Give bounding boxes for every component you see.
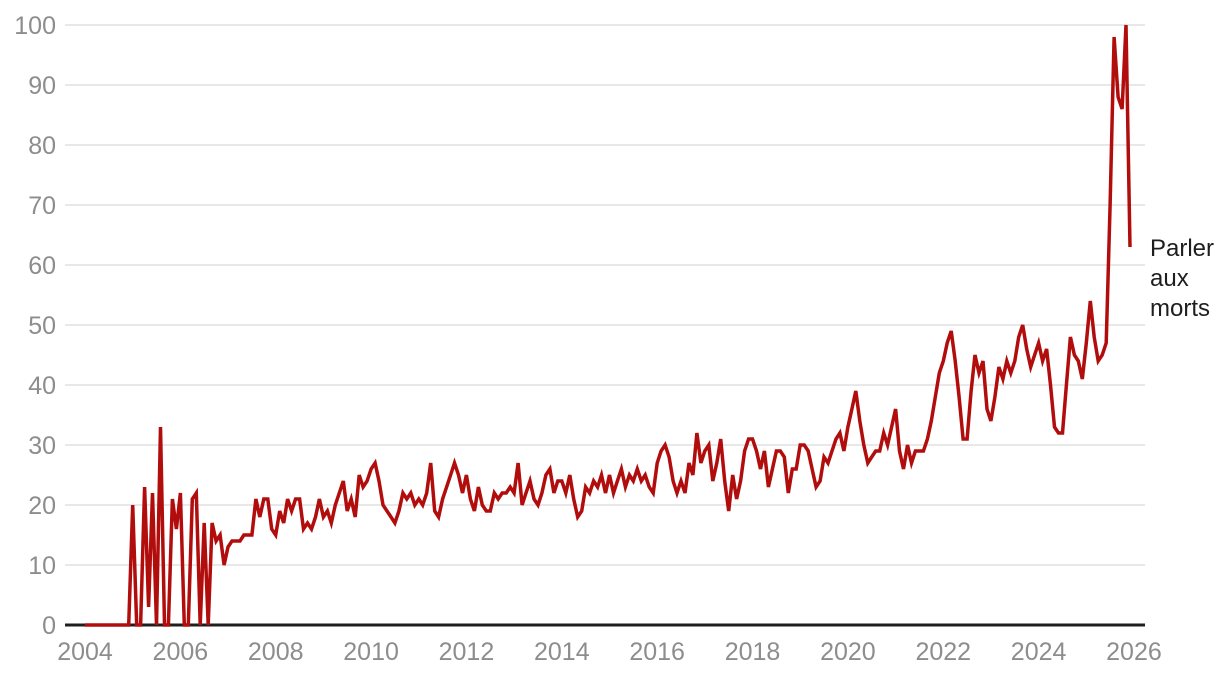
y-tick-label: 0 xyxy=(42,612,56,640)
x-axis-tick-labels: 2004 2006 2008 2010 2012 2014 2016 2018 2020 2022… xyxy=(57,638,1162,666)
x-tick-label: 2008 xyxy=(248,638,304,666)
x-tick-label: 2018 xyxy=(725,638,781,666)
y-tick-label: 90 xyxy=(28,72,56,100)
trend-line[interactable] xyxy=(85,24,1132,627)
y-tick-label: 20 xyxy=(28,492,56,520)
x-tick-label: 2012 xyxy=(439,638,495,666)
gridlines xyxy=(65,24,1145,566)
y-tick-label: 60 xyxy=(28,252,56,280)
x-tick-label: 2006 xyxy=(153,638,209,666)
y-tick-label: 40 xyxy=(28,372,56,400)
x-tick-label: 2020 xyxy=(820,638,876,666)
y-axis-tick-labels: 0 10 20 30 40 50 60 70 80 90 100 xyxy=(14,12,56,640)
x-tick-label: 2026 xyxy=(1106,638,1162,666)
y-tick-label: 80 xyxy=(28,132,56,160)
y-tick-label: 70 xyxy=(28,192,56,220)
x-tick-label: 2024 xyxy=(1011,638,1067,666)
x-tick-label: 2022 xyxy=(915,638,971,666)
x-tick-label: 2016 xyxy=(629,638,685,666)
y-tick-label: 50 xyxy=(28,312,56,340)
y-tick-label: 30 xyxy=(28,432,56,460)
y-tick-label: 10 xyxy=(28,552,56,580)
y-tick-label: 100 xyxy=(14,12,56,40)
series-label: Parler aux morts xyxy=(1150,235,1215,322)
x-tick-label: 2004 xyxy=(57,638,113,666)
x-tick-label: 2010 xyxy=(343,638,399,666)
x-tick-label: 2014 xyxy=(534,638,590,666)
